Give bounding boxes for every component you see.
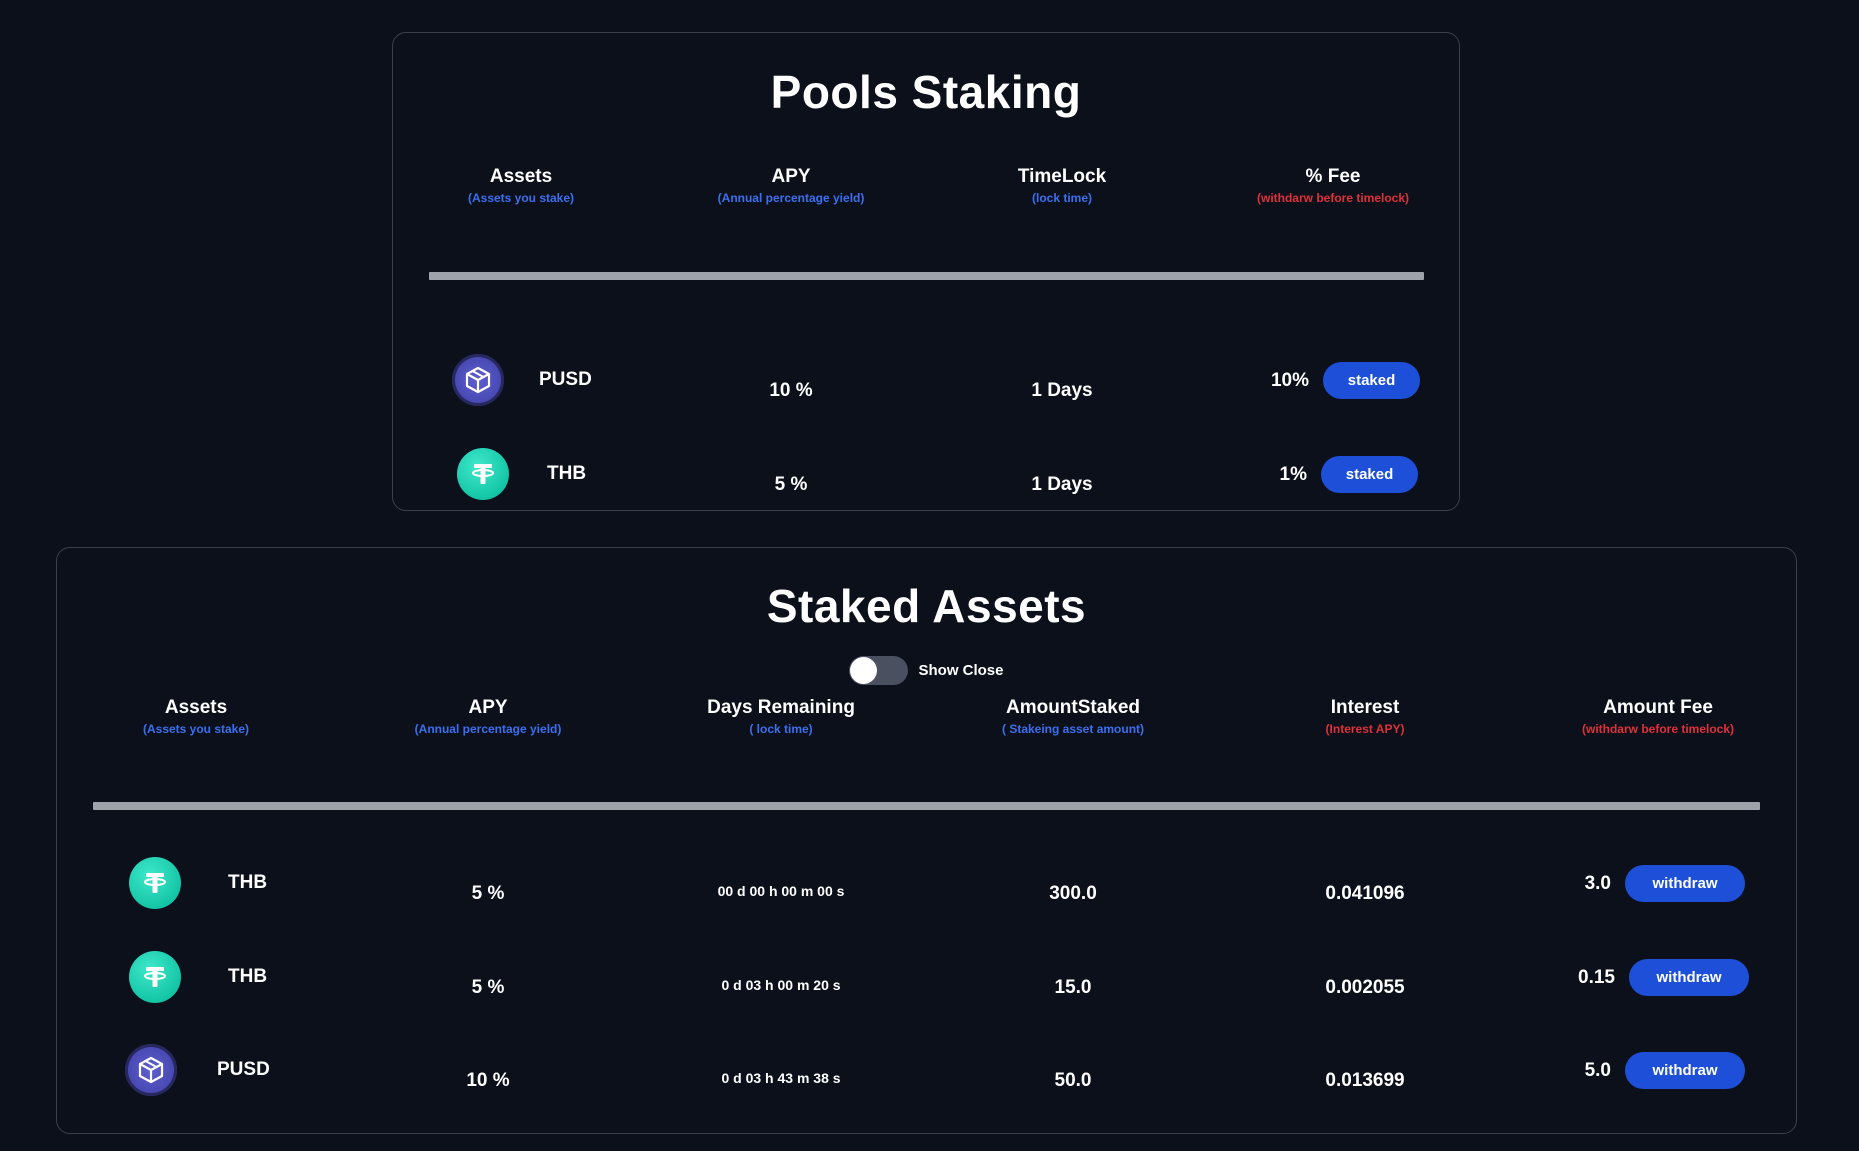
header-sublabel: ( lock time) [749, 721, 813, 736]
staked-row: THB 5 % 0 d 03 h 00 m 20 s 15.0 0.002055… [57, 949, 1798, 1005]
toggle-knob [850, 657, 878, 684]
header-label: Interest [1330, 696, 1400, 718]
header-sublabel: (Interest APY) [1325, 721, 1405, 736]
fee-cell: 3.0 withdraw [1555, 865, 1745, 902]
timelock-value: 1 Days [1031, 380, 1093, 401]
remaining-value: 0 d 03 h 00 m 20 s [721, 977, 841, 993]
show-close-toggle[interactable] [849, 656, 909, 685]
apy-value: 5 % [774, 474, 808, 495]
pools-row: PUSD 10 % 1 Days 10% staked [393, 352, 1461, 408]
apy-value: 5 % [471, 977, 505, 998]
amount-value: 300.0 [1049, 883, 1097, 904]
header-label: Days Remaining [707, 696, 855, 718]
fee-value: 3.0 [1584, 872, 1611, 894]
staked-assets-title: Staked Assets [766, 580, 1087, 632]
staked-header-divider [93, 802, 1760, 810]
withdraw-button[interactable]: withdraw [1625, 1052, 1745, 1089]
tether-icon [129, 951, 181, 1003]
staked-button[interactable]: staked [1323, 362, 1420, 399]
header-sublabel: (Annual percentage yield) [717, 190, 865, 205]
asset-cell: PUSD [125, 1044, 270, 1096]
interest-value: 0.041096 [1325, 883, 1405, 904]
pusd-cube-icon [125, 1044, 177, 1096]
asset-name: THB [228, 966, 268, 987]
asset-name: THB [228, 872, 268, 893]
tether-icon [457, 448, 509, 500]
asset-cell: THB [129, 951, 267, 1003]
header-sublabel: (withdarw before timelock) [1581, 721, 1735, 736]
fee-cell: 0.15 withdraw [1559, 959, 1749, 996]
staked-button[interactable]: staked [1321, 456, 1418, 493]
apy-value: 10 % [769, 380, 813, 401]
header-sublabel: (withdarw before timelock) [1256, 190, 1410, 205]
header-sublabel: (lock time) [1032, 190, 1093, 205]
interest-value: 0.002055 [1325, 977, 1405, 998]
header-sublabel: (Assets you stake) [467, 190, 575, 205]
fee-value: 5.0 [1584, 1059, 1611, 1081]
pusd-cube-icon [452, 354, 504, 406]
header-sublabel: ( Stakeing asset amount) [1001, 721, 1145, 736]
asset-name: PUSD [217, 1059, 270, 1080]
asset-cell: THB [457, 448, 586, 500]
fee-value: 0.15 [1578, 966, 1615, 988]
pools-staking-title: Pools Staking [770, 66, 1082, 118]
timelock-value: 1 Days [1031, 474, 1093, 495]
remaining-value: 00 d 00 h 00 m 00 s [717, 883, 845, 899]
show-close-toggle-row: Show Close [57, 656, 1796, 685]
withdraw-button[interactable]: withdraw [1629, 959, 1749, 996]
header-label: % Fee [1305, 165, 1361, 187]
apy-value: 10 % [466, 1070, 510, 1091]
asset-cell: PUSD [452, 354, 592, 406]
withdraw-button[interactable]: withdraw [1625, 865, 1745, 902]
pools-staking-panel: Pools Staking Assets (Assets you stake) … [392, 32, 1460, 511]
amount-value: 15.0 [1054, 977, 1092, 998]
apy-value: 5 % [471, 883, 505, 904]
header-sublabel: (Assets you stake) [142, 721, 250, 736]
header-label: Amount Fee [1603, 696, 1713, 718]
asset-name: PUSD [539, 369, 592, 390]
show-close-label: Show Close [918, 662, 1004, 679]
header-label: TimeLock [1017, 165, 1107, 187]
fee-cell: 10% staked [1261, 362, 1420, 399]
staked-assets-panel: Staked Assets Show Close Assets (Assets … [56, 547, 1797, 1134]
tether-icon [129, 857, 181, 909]
staked-row: THB 5 % 00 d 00 h 00 m 00 s 300.0 0.0410… [57, 855, 1798, 911]
asset-cell: THB [129, 857, 267, 909]
staked-row: PUSD 10 % 0 d 03 h 43 m 38 s 50.0 0.0136… [57, 1042, 1798, 1098]
asset-name: THB [547, 463, 587, 484]
fee-value: 1% [1279, 463, 1307, 485]
header-label: Assets [489, 165, 553, 187]
header-sublabel: (Annual percentage yield) [414, 721, 562, 736]
interest-value: 0.013699 [1325, 1070, 1405, 1091]
header-label: APY [771, 165, 811, 187]
pools-header-divider [429, 272, 1424, 280]
fee-cell: 1% staked [1259, 456, 1418, 493]
amount-value: 50.0 [1054, 1070, 1092, 1091]
header-label: Assets [164, 696, 228, 718]
header-label: APY [468, 696, 508, 718]
fee-cell: 5.0 withdraw [1555, 1052, 1745, 1089]
header-label: AmountStaked [1005, 696, 1141, 718]
fee-value: 10% [1270, 369, 1309, 391]
remaining-value: 0 d 03 h 43 m 38 s [721, 1070, 841, 1086]
pools-row: THB 5 % 1 Days 1% staked [393, 446, 1461, 502]
